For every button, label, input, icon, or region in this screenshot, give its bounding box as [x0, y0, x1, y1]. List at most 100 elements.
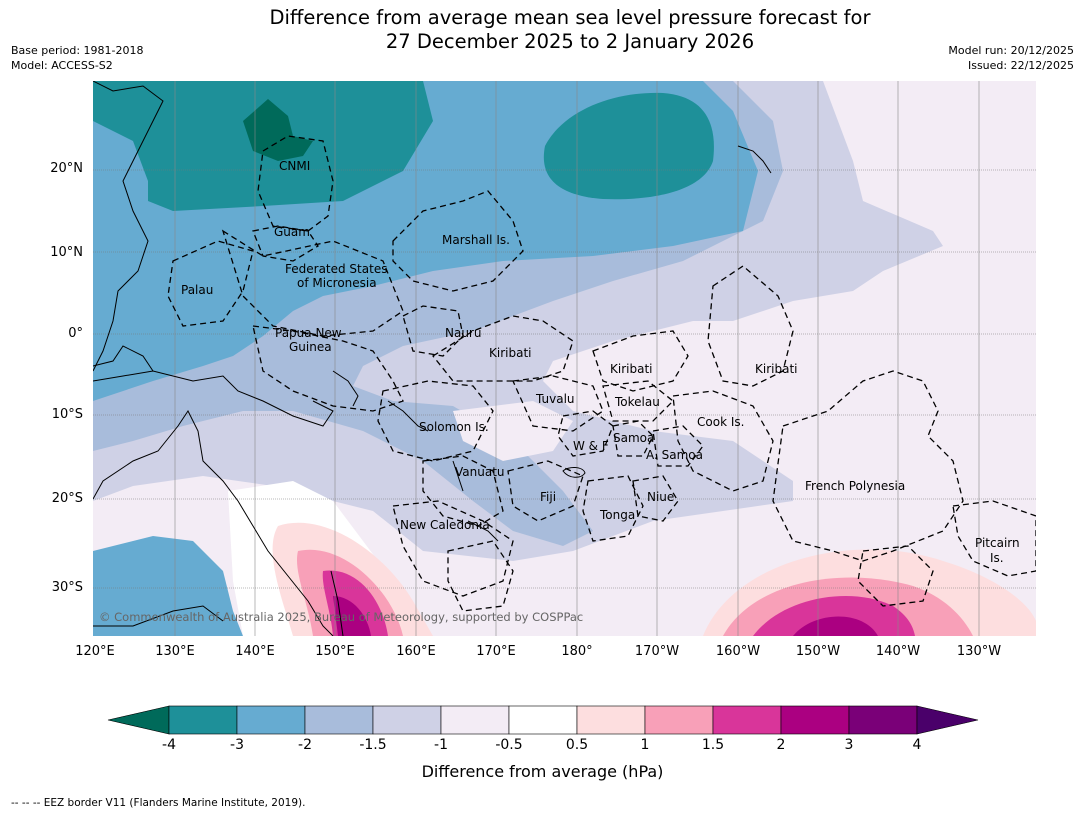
eez-samoa [612, 420, 654, 457]
coast-fiji [562, 467, 586, 478]
coast-new-zealand-north [330, 570, 344, 636]
coast-new-britain [332, 370, 359, 407]
label-kiribati-gilbert: Kiribati [489, 346, 531, 360]
label-new-caledonia: New Caledonia [400, 518, 490, 532]
colorbar-label: -4 [162, 737, 176, 753]
anomaly-band-plus2-south-pacific [793, 616, 878, 636]
weak-anomaly-coral-sea [453, 401, 573, 461]
eez-fiji [507, 460, 584, 522]
lat-tick-20N: 20°N [50, 161, 83, 176]
lon-tick-120E: 120°E [75, 644, 115, 659]
title-line-2: 27 December 2025 to 2 January 2026 [385, 30, 755, 53]
lon-tick-130W: 130°W [956, 644, 1002, 659]
label-samoa: Samoa [613, 431, 654, 445]
colorbar-label: -1.5 [359, 737, 387, 753]
eez-wallis-futuna [557, 410, 614, 457]
lon-tick-140W: 140°W [875, 644, 921, 659]
label-niue: Niue [647, 490, 674, 504]
label-wallis-futuna: W & F [573, 439, 609, 453]
eez-niue [632, 475, 679, 522]
lon-tick-170E: 170°E [476, 644, 516, 659]
lat-tick-equator: 0° [68, 326, 83, 341]
coast-indonesia [93, 345, 154, 372]
colorbar-extend-high [916, 705, 979, 735]
colorbar-segment [780, 705, 850, 735]
coast-australia-east [93, 410, 334, 636]
label-solomon-islands: Solomon Is. [419, 420, 489, 434]
eez-new-caledonia [392, 500, 514, 597]
colorbar-segment [848, 705, 918, 735]
coast-hawaii [737, 145, 772, 174]
eez-vanuatu [422, 455, 504, 527]
lon-tick-150E: 150°E [315, 644, 355, 659]
eez-kiribati-line [707, 265, 794, 387]
label-tuvalu: Tuvalu [535, 392, 575, 406]
pressure-anomaly-map: © Commonwealth of Australia 2025, Bureau… [93, 81, 1036, 636]
colorbar-segment [236, 705, 306, 735]
colorbar-segment [576, 705, 646, 735]
colorbar-title: Difference from average (hPa) [421, 762, 664, 781]
coast-philippines [93, 81, 164, 372]
base-period: Base period: 1981-2018 [11, 44, 144, 57]
anomaly-band-minus4 [243, 99, 313, 161]
label-png-line1: Papua New [275, 326, 342, 340]
map-panel: © Commonwealth of Australia 2025, Bureau… [93, 81, 1036, 636]
eez-nauru [402, 305, 464, 357]
colorbar-label: -1 [434, 737, 448, 753]
label-fsm-line1: Federated States [285, 262, 387, 276]
eez-american-samoa [652, 425, 704, 467]
label-pitcairn-line2: Is. [990, 551, 1004, 565]
label-fsm-line2: of Micronesia [297, 276, 377, 290]
colorbar-label: -3 [230, 737, 244, 753]
label-png-line2: Guinea [289, 340, 332, 354]
eez-micronesia [221, 229, 404, 337]
colorbar-segment [304, 705, 374, 735]
eez-marshall-islands [392, 190, 524, 292]
model-name: Model: ACCESS-S2 [11, 59, 113, 72]
anomaly-band-minus2-south [93, 536, 243, 636]
chart-title: Difference from average mean sea level p… [0, 6, 1085, 54]
coastlines [93, 81, 772, 636]
lon-tick-130E: 130°E [155, 644, 195, 659]
eez-tonga [582, 475, 644, 542]
region-labels: CNMI Guam Marshall Is. Palau Federated S… [181, 159, 1020, 565]
eez-cnmi [257, 135, 334, 232]
lon-tick-170W: 170°W [634, 644, 680, 659]
eez-norfolk [447, 540, 514, 612]
coast-solomon-islands [387, 400, 429, 432]
anomaly-band-plus1-5-south-pacific [753, 596, 915, 636]
eez-papua-new-guinea [252, 325, 404, 412]
label-tokelau: Tokelau [614, 395, 660, 409]
lon-tick-150W: 150°W [795, 644, 841, 659]
lat-tick-20S: 20°S [51, 491, 83, 506]
anomaly-band-minus3-north-pacific [543, 92, 714, 200]
label-vanuatu: Vanuatu [455, 465, 505, 479]
colorbar-label: 1.5 [701, 737, 725, 753]
label-french-polynesia: French Polynesia [805, 479, 905, 493]
label-tonga: Tonga [599, 508, 635, 522]
lon-tick-140E: 140°E [235, 644, 275, 659]
colorbar-label: -0.5 [495, 737, 523, 753]
lon-tick-180: 180° [561, 644, 593, 659]
meta-right: Model run: 20/12/2025 Issued: 22/12/2025 [948, 43, 1074, 73]
coast-vanuatu [452, 460, 464, 492]
lat-tick-30S: 30°S [51, 580, 83, 595]
lon-tick-160W: 160°W [715, 644, 761, 659]
meta-left: Base period: 1981-2018 Model: ACCESS-S2 [11, 43, 143, 73]
colorbar-segment [644, 705, 714, 735]
colorbar-label: -2 [298, 737, 312, 753]
label-pitcairn-line1: Pitcairn [975, 536, 1020, 550]
lat-tick-10N: 10°N [50, 245, 83, 260]
label-kiribati-line: Kiribati [755, 362, 797, 376]
issued-date: Issued: 22/12/2025 [967, 59, 1074, 72]
colorbar-segment [372, 705, 442, 735]
colorbar-label: 4 [912, 737, 922, 753]
colorbar-segment [168, 705, 238, 735]
model-run: Model run: 20/12/2025 [948, 44, 1074, 57]
label-cook-islands: Cook Is. [697, 415, 744, 429]
eez-boundaries [167, 135, 1036, 612]
meridians [174, 81, 980, 636]
colorbar-label: 2 [776, 737, 786, 753]
colorbar-segment [508, 705, 578, 735]
coast-australia-south [93, 605, 224, 627]
